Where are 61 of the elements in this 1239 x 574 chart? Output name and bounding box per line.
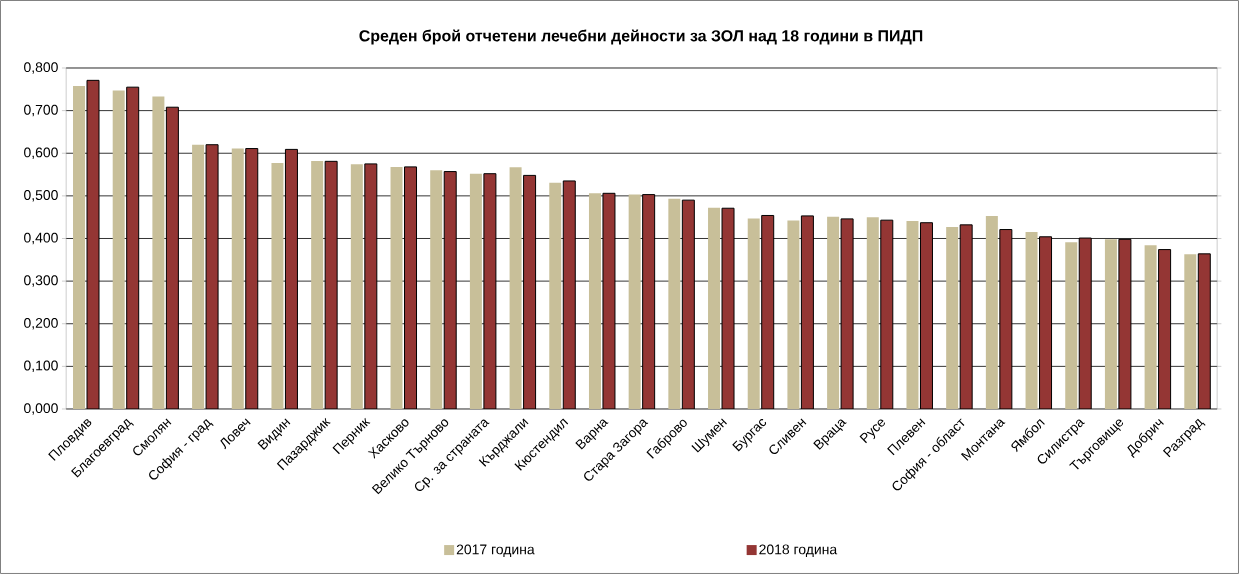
y-tick-label: 0,800 (24, 62, 58, 74)
bar (469, 173, 482, 409)
bar (985, 215, 998, 409)
bar (152, 96, 165, 409)
bar (1104, 239, 1117, 409)
bar (747, 218, 760, 409)
bar (946, 226, 959, 409)
bar (549, 182, 562, 409)
y-tick-label: 0,000 (24, 403, 58, 415)
bar (959, 224, 973, 409)
bar (390, 166, 403, 409)
bar (681, 199, 695, 409)
bar (112, 90, 125, 409)
chart-title: Среден брой отчетени лечебни дейности за ЗОЛ над 18 години в ПИДП (359, 29, 923, 45)
legend-label: 2017 година (456, 544, 535, 557)
bar (880, 219, 894, 409)
bar (800, 215, 814, 409)
bar (364, 163, 378, 409)
y-tick-label: 0,700 (24, 104, 58, 117)
bar (430, 170, 443, 409)
bar (1158, 249, 1172, 409)
bar (906, 221, 919, 409)
y-tick-label: 0,300 (24, 275, 58, 287)
bar (284, 148, 298, 409)
bar (1025, 232, 1038, 409)
y-tick-label: 0,600 (24, 147, 58, 159)
bar (668, 198, 681, 409)
bar (443, 171, 457, 409)
bar (245, 148, 259, 409)
bar (642, 194, 656, 409)
y-tick-label: 0,500 (24, 190, 58, 202)
bar (588, 193, 601, 409)
bar (231, 148, 244, 409)
bar (866, 217, 879, 409)
bar (1065, 242, 1078, 409)
bar (271, 163, 284, 409)
y-tick-label: 0,200 (24, 317, 58, 330)
bar (827, 216, 840, 409)
bar (1197, 253, 1211, 409)
bar (350, 164, 363, 409)
bar (192, 144, 205, 409)
bar (126, 86, 140, 409)
bar (919, 222, 933, 409)
bar (404, 166, 418, 409)
bar (165, 106, 179, 409)
bar (787, 220, 800, 409)
bar (1144, 245, 1157, 409)
bar (73, 85, 86, 409)
bar (1184, 254, 1197, 409)
bar (1039, 236, 1053, 409)
y-tick-label: 0,400 (24, 232, 58, 245)
legend-label: 2018 година (759, 544, 838, 557)
bar (523, 174, 537, 409)
bar (708, 207, 721, 409)
bar (628, 194, 641, 409)
bar (761, 214, 775, 409)
y-tick-label: 0,100 (24, 360, 58, 373)
bar (311, 160, 324, 409)
bar (562, 180, 576, 409)
bar (509, 167, 522, 409)
bar (1078, 237, 1092, 409)
